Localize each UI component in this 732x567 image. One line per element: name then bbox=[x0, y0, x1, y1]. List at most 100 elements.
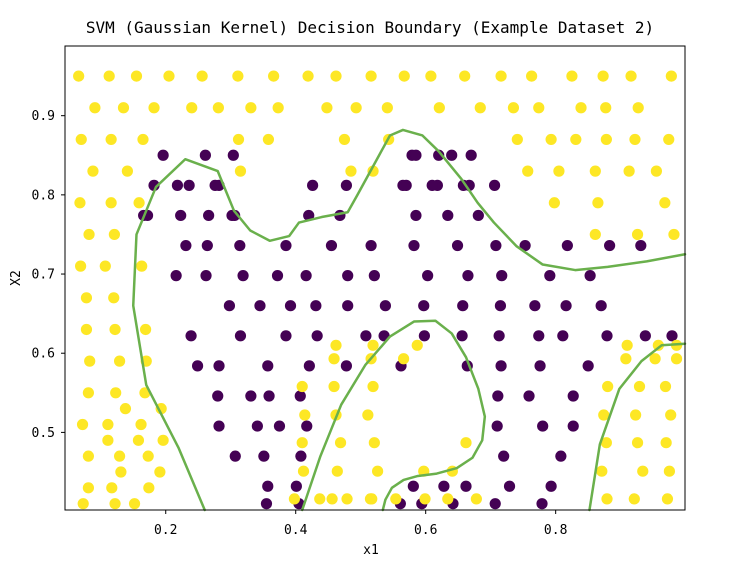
data-point bbox=[82, 482, 94, 494]
data-point bbox=[338, 133, 351, 146]
data-point bbox=[629, 133, 641, 146]
data-point bbox=[519, 239, 531, 252]
data-point bbox=[258, 450, 270, 462]
data-point bbox=[596, 465, 608, 477]
data-point bbox=[245, 390, 257, 402]
data-point bbox=[299, 409, 311, 421]
data-point bbox=[199, 149, 211, 161]
data-point bbox=[143, 482, 155, 494]
data-point bbox=[330, 70, 342, 82]
data-point bbox=[650, 165, 663, 177]
data-point bbox=[340, 179, 352, 191]
data-point bbox=[102, 434, 114, 446]
decision-boundary-line bbox=[588, 342, 687, 512]
data-point bbox=[330, 339, 342, 351]
data-point bbox=[659, 380, 672, 393]
data-point bbox=[460, 480, 472, 492]
data-point bbox=[73, 70, 85, 82]
data-point bbox=[545, 480, 557, 492]
data-point bbox=[362, 409, 374, 421]
data-point bbox=[82, 387, 94, 399]
data-point bbox=[331, 465, 343, 477]
data-point bbox=[495, 70, 507, 82]
data-point bbox=[511, 133, 523, 146]
data-point bbox=[522, 165, 534, 177]
data-point bbox=[108, 228, 120, 241]
data-point bbox=[290, 480, 302, 492]
data-point bbox=[185, 330, 197, 342]
data-point bbox=[630, 409, 642, 421]
data-point bbox=[433, 102, 445, 114]
data-point bbox=[89, 102, 101, 114]
data-point bbox=[365, 70, 377, 82]
data-point bbox=[294, 390, 306, 402]
data-point bbox=[620, 353, 632, 365]
data-point bbox=[398, 353, 410, 365]
data-point bbox=[113, 355, 126, 367]
data-point bbox=[234, 239, 246, 252]
data-point bbox=[628, 493, 640, 505]
data-point bbox=[489, 498, 501, 510]
data-point bbox=[367, 380, 379, 393]
data-point bbox=[321, 102, 333, 114]
data-point bbox=[203, 209, 215, 222]
data-point bbox=[295, 450, 307, 462]
data-point bbox=[229, 450, 241, 462]
data-point bbox=[272, 102, 284, 114]
data-point bbox=[422, 270, 434, 282]
data-point bbox=[251, 420, 263, 432]
data-point bbox=[623, 165, 635, 177]
data-point bbox=[130, 70, 143, 82]
data-point bbox=[342, 300, 354, 312]
data-point bbox=[334, 437, 347, 449]
data-point bbox=[280, 330, 292, 342]
data-point bbox=[296, 380, 308, 393]
data-point bbox=[631, 228, 644, 241]
data-point bbox=[601, 330, 613, 342]
data-point bbox=[260, 498, 273, 510]
data-point bbox=[668, 228, 680, 241]
y-axis-label: X2 bbox=[9, 270, 24, 286]
data-point bbox=[328, 353, 340, 365]
plot-area bbox=[64, 45, 686, 511]
data-point bbox=[314, 493, 326, 505]
y-tick-label: 0.6 bbox=[32, 347, 55, 362]
data-point bbox=[560, 300, 572, 312]
data-point bbox=[325, 239, 338, 252]
data-point bbox=[575, 102, 587, 114]
data-point bbox=[490, 239, 502, 252]
data-point bbox=[368, 437, 380, 449]
y-axis-ticks: 0.5 0.6 0.7 0.8 0.9 bbox=[32, 109, 65, 441]
data-point bbox=[365, 239, 377, 252]
data-point bbox=[446, 149, 458, 161]
data-point bbox=[366, 493, 378, 505]
data-point bbox=[488, 179, 501, 191]
data-point bbox=[128, 498, 141, 510]
data-point bbox=[80, 323, 93, 336]
data-point bbox=[462, 270, 474, 282]
data-point bbox=[533, 330, 545, 342]
data-point bbox=[234, 330, 247, 342]
data-point bbox=[209, 179, 221, 191]
data-point bbox=[326, 493, 338, 505]
data-point bbox=[171, 179, 184, 191]
data-point bbox=[567, 420, 579, 432]
data-point bbox=[425, 70, 437, 82]
data-point bbox=[232, 70, 244, 82]
data-point bbox=[472, 209, 484, 222]
y-tick-label: 0.9 bbox=[32, 109, 55, 124]
data-point bbox=[496, 270, 508, 282]
data-point bbox=[659, 197, 671, 209]
data-point bbox=[534, 360, 546, 372]
x-axis-ticks: 0.2 0.4 0.6 0.8 bbox=[154, 510, 567, 538]
data-point bbox=[537, 420, 549, 432]
data-point bbox=[301, 420, 313, 432]
data-point bbox=[582, 360, 594, 372]
data-point bbox=[84, 355, 96, 367]
decision-boundary bbox=[131, 128, 687, 512]
x-tick-label: 0.2 bbox=[154, 523, 177, 538]
data-point bbox=[350, 102, 362, 114]
data-point bbox=[438, 480, 450, 492]
data-point bbox=[196, 70, 208, 82]
data-point bbox=[601, 493, 613, 505]
